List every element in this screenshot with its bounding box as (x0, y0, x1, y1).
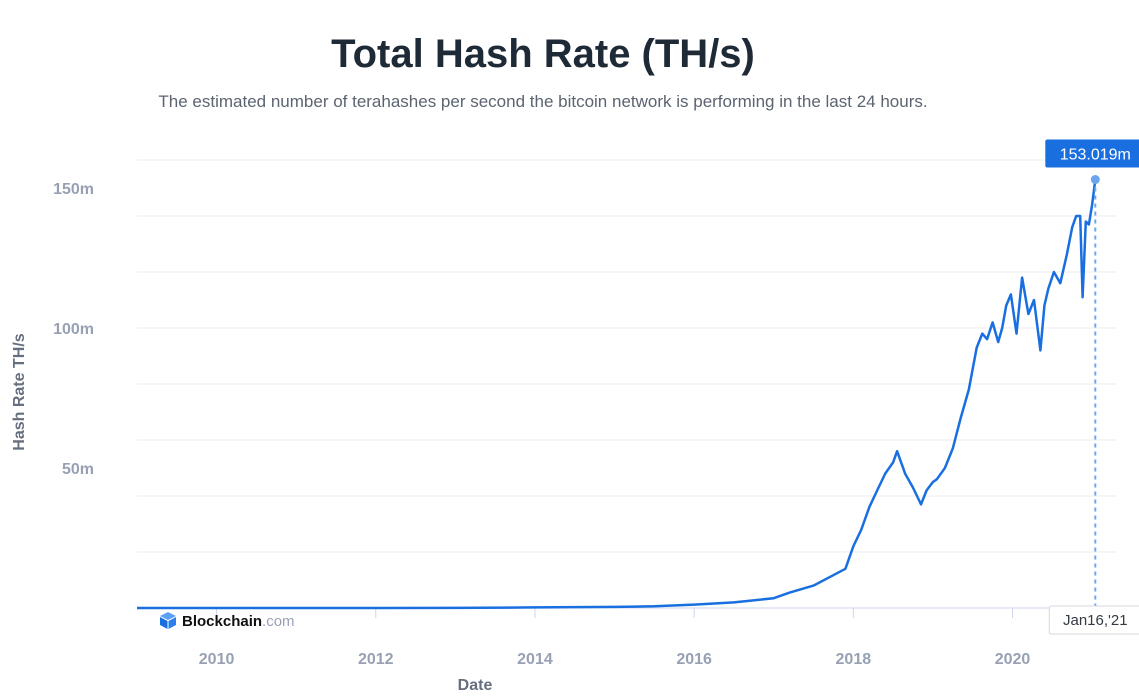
y-axis-label: Hash Rate TH/s (11, 333, 28, 450)
brand-name: Blockchain (182, 613, 262, 630)
date-tooltip-label: Jan16,'21 (1063, 612, 1128, 629)
x-axis-ticks: 2010 2012 2014 2016 2018 2020 (199, 608, 1031, 668)
value-tooltip: 153.019m (1045, 139, 1139, 168)
value-tooltip-label: 153.019m (1060, 147, 1131, 164)
blockchain-logo: Blockchain.com (160, 612, 295, 630)
y-tick-label: 150m (53, 181, 94, 198)
chart-title: Total Hash Rate (TH/s) (331, 32, 755, 76)
x-tick-label: 2016 (676, 651, 712, 668)
blockchain-logo-icon (160, 612, 176, 629)
chart-subtitle: The estimated number of terahashes per s… (158, 92, 928, 111)
y-tick-label: 100m (53, 321, 94, 338)
y-tick-label: 50m (62, 461, 94, 478)
date-tooltip-box (1048, 605, 1139, 635)
hash-rate-series-line (137, 179, 1097, 610)
brand-suffix: .com (262, 613, 295, 630)
svg-text:Blockchain.com: Blockchain.com (182, 613, 295, 630)
date-tooltip: Jan16,'21 (1048, 605, 1139, 635)
value-tooltip-box (1045, 139, 1139, 168)
x-tick-label: 2020 (995, 651, 1031, 668)
x-tick-label: 2018 (836, 651, 872, 668)
x-tick-label: 2012 (358, 651, 394, 668)
y-axis-ticks: 50m 100m 150m (53, 181, 94, 478)
x-tick-label: 2010 (199, 651, 235, 668)
x-axis-label: Date (458, 677, 493, 694)
x-tick-label: 2014 (517, 651, 553, 668)
hover-point (1090, 175, 1100, 185)
